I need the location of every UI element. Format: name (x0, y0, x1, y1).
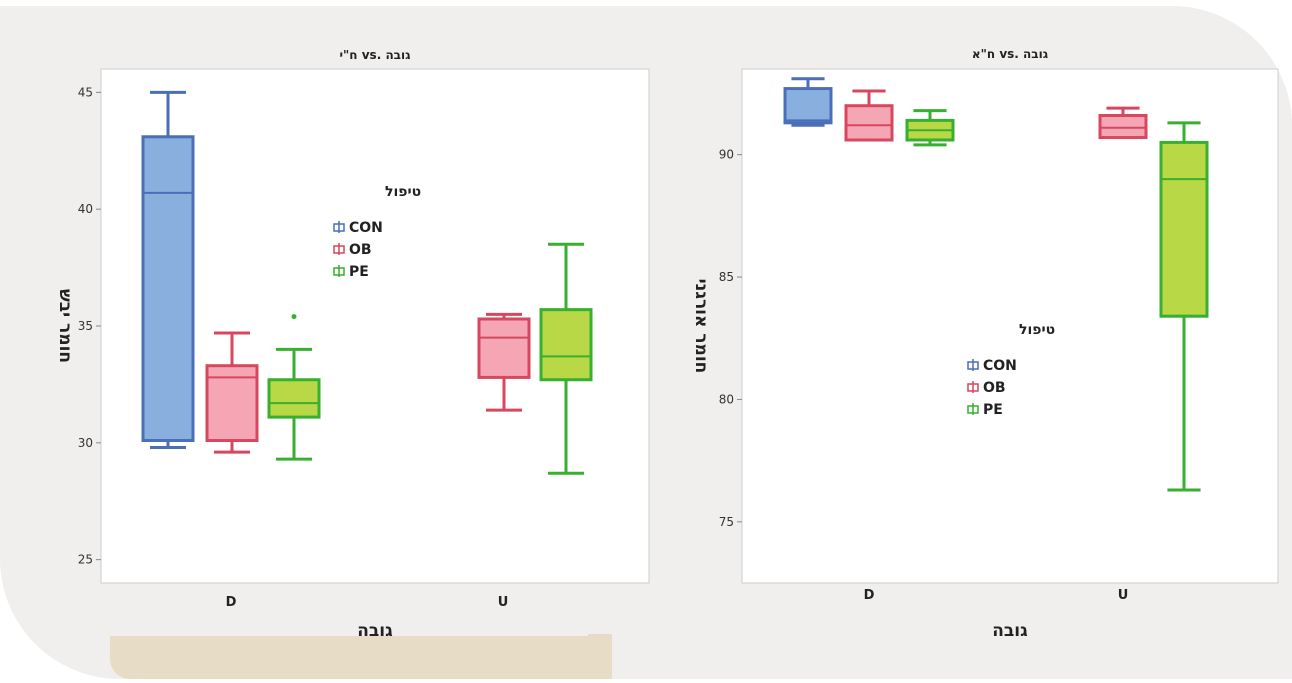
chart-title: גובה .vs ח"א (972, 47, 1049, 61)
y-tick-label: 30 (78, 436, 93, 450)
y-tick-label: 85 (719, 270, 734, 284)
legend-swatch-box (333, 223, 345, 232)
legend-swatch-box (967, 361, 979, 370)
legend-entry-con: CON (983, 358, 1017, 374)
legend-swatch-pe (333, 265, 345, 277)
legend: טיפול CON OB PE (967, 322, 1055, 418)
x-axis-label: גובה (992, 621, 1028, 641)
chart-title: גובה .vs ח"י (340, 48, 412, 62)
legend-swatch-ob (333, 243, 345, 255)
x-axis-label: גובה (357, 621, 393, 641)
legend-swatch-con (333, 221, 345, 233)
iqr-box (1098, 114, 1148, 140)
legend-title: טיפול (385, 184, 421, 200)
legend-entry-pe: PE (349, 264, 369, 280)
legend-entry-ob: OB (349, 242, 372, 258)
iqr-box (539, 308, 593, 382)
iqr-box (1159, 140, 1209, 318)
box-con-d (783, 77, 833, 127)
organic-matter-chart-panel: גובה .vs ח"א 75 80 85 90 חומר אורגני D U גובה טיפ… (660, 0, 1292, 679)
y-tick-label: 90 (719, 148, 734, 162)
legend-swatch-ob (967, 381, 979, 393)
box-pe-u (539, 242, 593, 475)
box-ob-d (844, 89, 894, 142)
box-pe-d (905, 109, 955, 147)
iqr-box (844, 104, 894, 142)
legend-swatch-box (333, 245, 345, 254)
decorative-accent-bar (110, 636, 610, 679)
outlier-point (291, 314, 297, 320)
legend-swatch-con (967, 359, 979, 371)
box-ob-u (477, 312, 531, 412)
y-axis-label: חומר אורגני (691, 279, 711, 374)
legend-entry-con: CON (349, 220, 383, 236)
y-tick-label: 35 (78, 319, 93, 333)
legend-swatch-box (967, 405, 979, 414)
box-con-d (141, 90, 195, 449)
y-tick-label: 40 (78, 202, 93, 216)
legend-title: טיפול (1019, 322, 1055, 338)
legend-entry-ob: OB (983, 380, 1006, 396)
decorative-accent-side (588, 634, 612, 679)
legend-swatch-box (333, 267, 345, 276)
y-tick-label: 25 (78, 553, 93, 567)
iqr-box (783, 87, 833, 125)
y-tick-label: 80 (719, 392, 734, 406)
box-pe-d (267, 314, 321, 461)
x-category-label: D (226, 595, 237, 610)
iqr-box (477, 317, 531, 379)
box-ob-u (1098, 106, 1148, 140)
y-axis-label: חומר יבש (55, 289, 75, 363)
y-tick-label: 75 (719, 515, 734, 529)
dry-matter-boxplot-chart: גובה .vs ח"י 25 30 35 40 45 חומר יבש D U גובה טיפו… (55, 48, 650, 641)
iqr-box (267, 378, 321, 419)
box-pe-u (1159, 121, 1209, 492)
legend-swatch-box (967, 383, 979, 392)
legend-swatch-pe (967, 403, 979, 415)
legend-entry-pe: PE (983, 402, 1003, 418)
dry-matter-chart-panel: גובה .vs ח"י 25 30 35 40 45 חומר יבש D U גובה טיפו… (55, 48, 650, 641)
x-category-label: D (864, 588, 875, 603)
iqr-box (141, 135, 195, 442)
box-ob-d (205, 331, 259, 454)
organic-matter-boxplot-chart: גובה .vs ח"א 75 80 85 90 חומר אורגני D U גובה טיפ… (691, 47, 1279, 641)
x-category-label: U (1118, 588, 1129, 603)
y-tick-label: 45 (78, 85, 93, 99)
x-category-label: U (498, 595, 509, 610)
legend: טיפול CON OB PE (333, 184, 421, 280)
